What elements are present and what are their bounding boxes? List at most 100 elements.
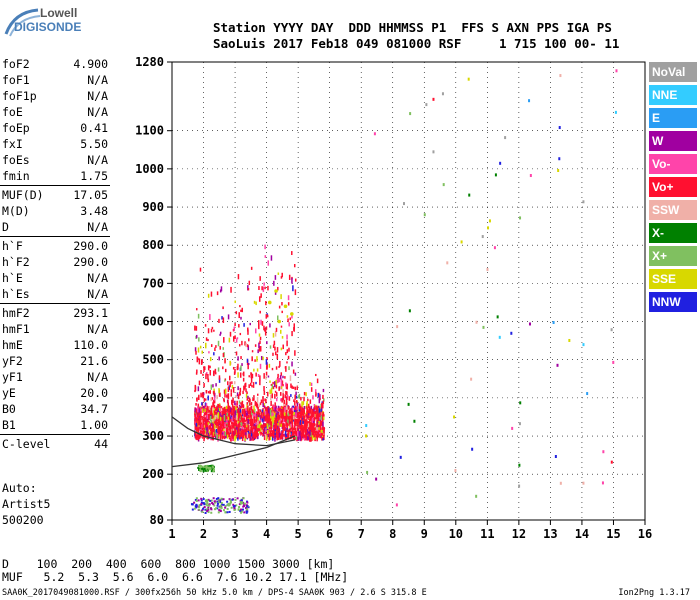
echo-point [220, 506, 223, 509]
echo-point [246, 358, 249, 363]
echo-point [297, 435, 300, 441]
echo-point [212, 391, 215, 394]
echo-point [197, 427, 200, 433]
echo-point [559, 481, 562, 485]
echo-point [528, 99, 531, 103]
echo-point [231, 417, 233, 422]
echo-point [237, 394, 240, 400]
echo-point [250, 430, 253, 437]
echo-point [207, 338, 209, 342]
echo-point [249, 402, 251, 406]
echo-point [204, 398, 207, 401]
echo-point [208, 408, 211, 413]
echo-point [257, 411, 259, 417]
param-key: M(D) [2, 204, 30, 218]
echo-point [559, 74, 562, 78]
echo-point [317, 424, 320, 428]
echo-point [261, 321, 264, 326]
echo-point [318, 398, 321, 404]
echo-point [257, 417, 260, 421]
echo-point [223, 408, 226, 415]
echo-point [269, 430, 272, 437]
echo-point [271, 430, 273, 436]
param-value: 21.6 [80, 354, 108, 368]
echo-point [194, 410, 196, 416]
echo-point [296, 427, 299, 431]
auto-label: Auto: [2, 481, 37, 495]
echo-point [292, 386, 295, 389]
echo-point [273, 405, 275, 410]
echo-point [221, 432, 224, 439]
echo-point [582, 481, 585, 485]
echo-point [197, 414, 199, 419]
echo-point [245, 388, 247, 393]
echo-point [272, 333, 275, 338]
echo-point [306, 425, 308, 429]
echo-point [224, 368, 227, 373]
echo-point [294, 289, 297, 296]
echo-point [280, 378, 283, 384]
echo-point [224, 432, 227, 436]
echo-point [366, 470, 369, 474]
echo-point [303, 416, 305, 421]
echo-point [297, 395, 300, 399]
echo-point [442, 183, 445, 187]
echo-point [305, 413, 308, 418]
echo-point [322, 400, 325, 405]
echo-point [282, 427, 284, 433]
echo-point [306, 429, 309, 435]
echo-point [314, 405, 316, 410]
echo-point [213, 392, 216, 399]
echo-point [227, 428, 229, 434]
echo-point [261, 413, 263, 419]
echo-point [260, 399, 263, 404]
echo-point [204, 469, 207, 472]
echo-point [311, 435, 314, 441]
echo-point [237, 363, 239, 370]
echo-point [252, 382, 255, 388]
echo-point [582, 343, 585, 347]
echo-point [298, 416, 301, 421]
echo-point [268, 435, 270, 441]
echo-point [201, 402, 203, 406]
echo-point [243, 429, 245, 433]
echo-point [432, 150, 435, 154]
echo-point [267, 433, 270, 438]
echo-point [239, 387, 242, 393]
echo-point [285, 366, 287, 372]
echo-point [268, 363, 271, 368]
echo-point [214, 420, 217, 426]
x-tick-label: 2 [200, 527, 207, 541]
echo-point [263, 427, 265, 431]
echo-point [298, 430, 300, 434]
echo-point [213, 352, 215, 356]
echo-point [242, 428, 244, 432]
echo-point [303, 413, 305, 417]
echo-point [274, 393, 276, 399]
echo-point [305, 417, 307, 424]
echo-point [286, 349, 289, 354]
echo-point [265, 301, 267, 306]
echo-point [290, 409, 292, 415]
echo-point [295, 405, 297, 409]
echo-point [195, 506, 198, 509]
echo-point [251, 435, 253, 441]
echo-point [226, 511, 229, 514]
echo-point [287, 355, 290, 360]
echo-point [242, 497, 245, 500]
echo-point [241, 411, 244, 415]
echo-point [227, 407, 230, 410]
echo-point [237, 408, 239, 415]
echo-point [201, 424, 203, 429]
echo-point [281, 406, 283, 412]
echo-point [241, 412, 244, 417]
echo-point [209, 314, 211, 320]
x-tick-label: 12 [512, 527, 526, 541]
echo-point [217, 340, 220, 347]
echo-point [253, 429, 255, 435]
echo-point [205, 389, 208, 393]
echo-point [223, 415, 226, 421]
echo-point [319, 412, 321, 418]
echo-point [273, 280, 275, 286]
echo-point [291, 421, 293, 426]
